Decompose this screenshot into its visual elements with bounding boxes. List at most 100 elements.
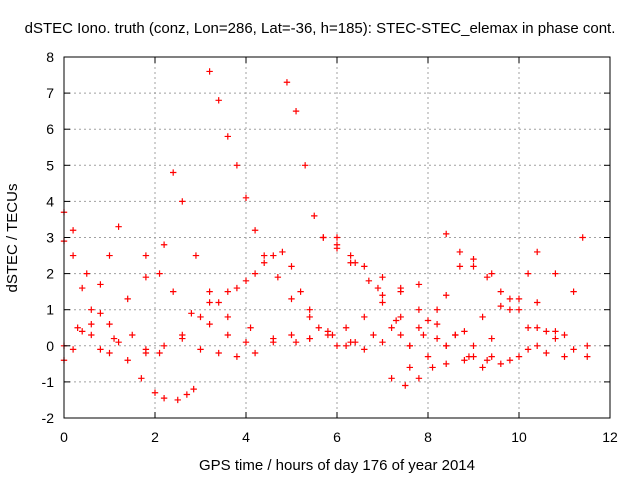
data-point (233, 284, 241, 292)
data-point (543, 328, 550, 335)
series-13 (388, 234, 586, 389)
series-6 (206, 68, 354, 346)
y-tick-label: 0 (46, 338, 54, 354)
data-point (215, 299, 222, 306)
data-point (174, 396, 181, 404)
data-point (424, 317, 432, 324)
data-point (461, 328, 468, 335)
data-point (106, 252, 113, 259)
y-tick-label: 5 (46, 157, 54, 173)
data-point (129, 331, 136, 339)
data-point (534, 324, 541, 331)
data-point (292, 107, 300, 115)
data-point (488, 335, 495, 342)
data-point (443, 292, 450, 299)
data-point (479, 364, 486, 371)
data-point (306, 335, 313, 342)
data-point (270, 338, 277, 346)
data-point (301, 162, 309, 169)
data-point (69, 227, 77, 234)
data-point (324, 328, 332, 335)
data-point (388, 324, 395, 331)
data-point (97, 281, 104, 288)
data-point (397, 288, 404, 295)
data-point (97, 310, 104, 317)
data-point (406, 342, 413, 349)
data-point (561, 331, 568, 339)
data-point (456, 263, 464, 270)
data-point (534, 248, 541, 256)
data-point (470, 255, 477, 263)
data-point (288, 263, 295, 270)
data-point (115, 338, 122, 346)
data-point (497, 360, 504, 368)
x-tick-label: 10 (511, 429, 527, 445)
data-point (379, 338, 386, 346)
y-tick-label: 3 (46, 230, 54, 246)
data-point (106, 349, 113, 357)
data-point (461, 357, 468, 364)
data-point (261, 252, 268, 259)
x-axis-title: GPS time / hours of day 176 of year 2014 (199, 457, 475, 474)
x-tick-label: 6 (333, 429, 341, 445)
data-point (429, 364, 436, 371)
data-point (160, 241, 168, 248)
data-point (183, 391, 191, 398)
data-point (110, 335, 118, 342)
data-point (179, 335, 186, 342)
data-point (456, 248, 464, 256)
series-15 (443, 230, 591, 360)
data-point (406, 364, 413, 371)
data-point (124, 295, 131, 303)
data-point (361, 313, 368, 321)
data-point (347, 252, 354, 259)
data-point (361, 263, 368, 270)
y-tick-label: -1 (42, 374, 55, 390)
data-point (515, 353, 523, 360)
data-point (270, 252, 277, 259)
data-point (420, 331, 427, 339)
data-point (342, 342, 350, 349)
data-point (433, 306, 441, 313)
data-point (190, 385, 197, 393)
data-point (69, 346, 77, 353)
data-point (584, 353, 591, 360)
chart-title: dSTEC Iono. truth (conz, Lon=286, Lat=-3… (25, 20, 616, 37)
data-point (524, 346, 532, 353)
axis-ticks (63, 56, 611, 419)
data-point (379, 292, 386, 299)
data-point (88, 320, 95, 328)
data-point (74, 324, 81, 331)
data-point (370, 331, 377, 339)
y-tick-label: 4 (46, 193, 54, 209)
series-4 (142, 252, 250, 346)
data-point (379, 274, 386, 281)
data-point (311, 212, 318, 220)
data-points (60, 68, 591, 404)
data-point (179, 198, 186, 205)
data-point (333, 342, 341, 349)
data-point (515, 306, 523, 313)
y-tick-label: -2 (42, 410, 55, 426)
data-point (306, 313, 313, 321)
data-point (488, 353, 495, 360)
data-point (206, 299, 213, 306)
data-point (397, 313, 404, 321)
data-point (443, 230, 450, 238)
data-point (215, 97, 222, 104)
y-tick-label: 2 (46, 266, 54, 282)
data-point (206, 320, 213, 328)
series-5 (170, 169, 313, 346)
data-point (443, 360, 450, 368)
data-point (415, 306, 423, 313)
data-point (206, 288, 213, 295)
data-point (69, 252, 77, 259)
data-point (274, 274, 282, 281)
series-11 (142, 252, 313, 357)
series-2 (60, 223, 122, 364)
data-point (347, 259, 354, 266)
data-point (470, 263, 477, 270)
series-3 (60, 241, 168, 349)
data-point (188, 310, 195, 317)
series-12 (324, 248, 541, 360)
